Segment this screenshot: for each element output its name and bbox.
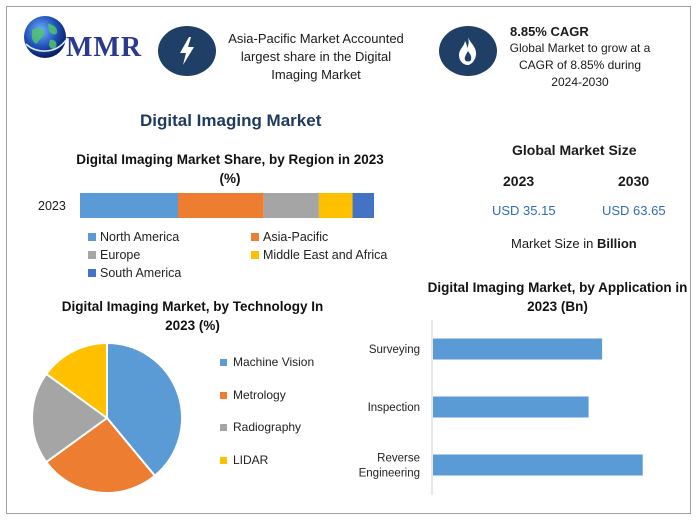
legend-label: North America: [100, 230, 180, 244]
legend-item-north-america: North America: [88, 230, 179, 244]
legend-swatch: [88, 251, 96, 259]
legend-swatch: [220, 358, 227, 366]
application-category-label: Surveying: [369, 344, 420, 356]
logo-text: MMR: [66, 32, 143, 63]
region-stacked-bar: [80, 193, 374, 218]
application-bar-chart: Surveying Inspection Reverse Engineering: [359, 320, 643, 495]
application-category-label: Reverse: [377, 453, 420, 465]
legend-label: South America: [100, 266, 182, 280]
pie-slice-1: [44, 416, 157, 494]
pie-slice-0: [106, 341, 183, 478]
legend-swatch: [251, 251, 259, 259]
market-size-value-b: USD 63.65: [602, 203, 666, 218]
flame-icon: [439, 26, 497, 76]
infographic-frame: [6, 6, 691, 514]
region-bar-segment-2: [263, 193, 319, 218]
application-category-label: Inspection: [368, 402, 420, 414]
legend-label: LIDAR: [233, 453, 269, 467]
legend-swatch: [88, 233, 96, 241]
market-size-value-a: USD 35.15: [492, 203, 556, 218]
market-size-title: Global Market Size: [512, 142, 637, 158]
region-category-label: 2023: [38, 199, 66, 213]
region-bar-segment-3: [318, 193, 353, 218]
legend-item-machine-vision: Machine Vision: [220, 355, 314, 369]
legend-item-radiography: Radiography: [220, 420, 301, 434]
technology-legend: Machine Vision Metrology Radiography LID…: [220, 355, 350, 475]
legend-item-lidar: LIDAR: [220, 453, 268, 467]
main-title: Digital Imaging Market: [140, 111, 322, 130]
unit-bold: Billion: [596, 236, 637, 251]
legend-label: Radiography: [233, 420, 302, 434]
technology-chart-title: Digital Imaging Market, by Technology In…: [61, 299, 324, 333]
legend-label: Middle East and Africa: [263, 248, 388, 262]
highlight-text: Asia-Pacific Market Accounted largest sh…: [228, 31, 404, 82]
legend-swatch: [220, 391, 227, 399]
cagr-title: 8.85% CAGR: [510, 24, 589, 39]
pie-slice-2: [31, 372, 109, 464]
application-chart-title: Digital Imaging Market, by Application i…: [427, 280, 688, 314]
legend-label: Asia-Pacific: [263, 230, 329, 244]
legend-item-asia-pacific: Asia-Pacific: [251, 230, 328, 244]
technology-pie-chart: [31, 341, 183, 494]
region-bar-segment-1: [178, 193, 264, 218]
region-chart-title: Digital Imaging Market Share, by Region …: [76, 152, 384, 186]
legend-item-metrology: Metrology: [220, 388, 286, 402]
legend-label: Metrology: [233, 388, 286, 402]
legend-label: Europe: [100, 248, 141, 262]
region-bar-segment-0: [80, 193, 178, 218]
market-size-year-a: 2023: [503, 173, 535, 189]
unit-prefix: Market Size in: [511, 236, 597, 251]
application-bar-0: [433, 338, 603, 360]
application-category-label: Engineering: [359, 468, 420, 480]
market-size-year-b: 2030: [618, 173, 650, 189]
market-size-unit: Market Size in Billion: [511, 236, 637, 251]
application-bar-1: [433, 396, 589, 418]
legend-swatch: [220, 456, 227, 464]
lightning-icon: [158, 26, 216, 76]
pie-slice-3: [44, 341, 108, 420]
legend-label: Machine Vision: [233, 355, 315, 369]
legend-item-south-america: South America: [88, 266, 181, 280]
legend-swatch: [220, 423, 227, 431]
region-legend: North America Asia-Pacific Europe Middle…: [88, 230, 408, 286]
legend-swatch: [251, 233, 259, 241]
application-bar-2: [433, 454, 643, 476]
legend-swatch: [88, 269, 96, 277]
cagr-text: Global Market to grow at a CAGR of 8.85%…: [509, 41, 651, 89]
legend-item-middle-east-africa: Middle East and Africa: [251, 248, 387, 262]
legend-item-europe: Europe: [88, 248, 140, 262]
region-bar-segment-4: [352, 193, 374, 218]
globe-logo-icon: [22, 14, 68, 60]
